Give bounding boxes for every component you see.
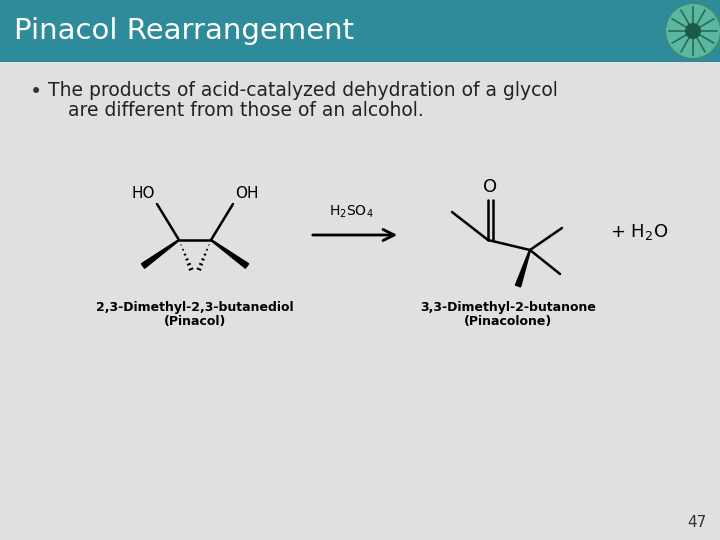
Text: (Pinacol): (Pinacol) bbox=[164, 315, 226, 328]
Text: 2,3-Dimethyl-2,3-butanediol: 2,3-Dimethyl-2,3-butanediol bbox=[96, 301, 294, 314]
Text: O: O bbox=[483, 178, 497, 196]
Polygon shape bbox=[516, 250, 531, 287]
Circle shape bbox=[685, 23, 701, 39]
Text: H$_2$SO$_4$: H$_2$SO$_4$ bbox=[329, 204, 373, 220]
Text: are different from those of an alcohol.: are different from those of an alcohol. bbox=[68, 100, 424, 119]
Text: + H$_2$O: + H$_2$O bbox=[610, 222, 668, 242]
Text: HO: HO bbox=[131, 186, 155, 201]
Text: (Pinacolone): (Pinacolone) bbox=[464, 315, 552, 328]
Text: 47: 47 bbox=[687, 515, 706, 530]
Bar bbox=[0, 0, 720, 62]
Text: •: • bbox=[30, 82, 42, 102]
Polygon shape bbox=[141, 240, 179, 268]
Polygon shape bbox=[211, 240, 248, 268]
Text: The products of acid-catalyzed dehydration of a glycol: The products of acid-catalyzed dehydrati… bbox=[48, 80, 558, 99]
Circle shape bbox=[665, 3, 720, 59]
Text: Pinacol Rearrangement: Pinacol Rearrangement bbox=[14, 17, 354, 45]
Text: OH: OH bbox=[235, 186, 258, 201]
Text: 3,3-Dimethyl-2-butanone: 3,3-Dimethyl-2-butanone bbox=[420, 301, 596, 314]
